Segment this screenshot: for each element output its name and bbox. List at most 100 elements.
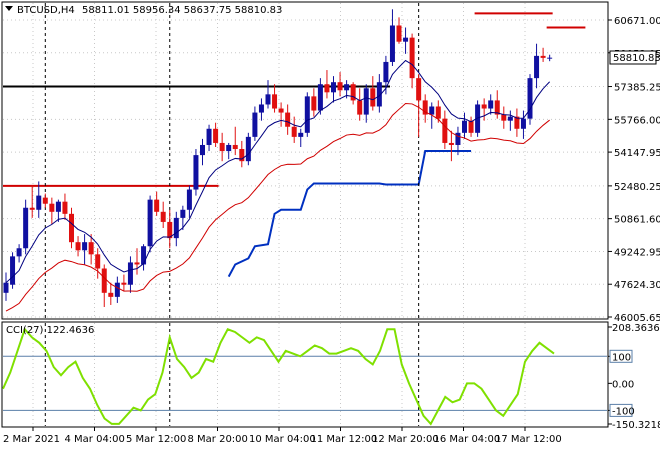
candle-body bbox=[101, 268, 107, 293]
candle-body bbox=[134, 262, 140, 265]
candle-body bbox=[3, 282, 9, 293]
candle-body bbox=[324, 84, 330, 93]
cci-tick-label: 208.3636 bbox=[612, 323, 660, 334]
symbol-dropdown-icon[interactable] bbox=[5, 6, 13, 11]
candle-body bbox=[141, 246, 147, 265]
time-tick-label: 2 Mar 2021 bbox=[3, 434, 60, 445]
candle-body bbox=[363, 88, 369, 115]
candle-body bbox=[16, 248, 22, 257]
candle-body bbox=[88, 242, 94, 255]
candlesticks bbox=[3, 9, 553, 307]
candle-body bbox=[298, 132, 304, 137]
cci-line bbox=[2, 327, 555, 426]
candle-body bbox=[180, 209, 186, 218]
candle-body bbox=[245, 136, 251, 162]
candle-body bbox=[448, 142, 454, 145]
candle-body bbox=[232, 144, 238, 150]
candle-body bbox=[409, 37, 415, 79]
candle-body bbox=[265, 94, 271, 105]
cci-tick-label: -100 bbox=[612, 406, 635, 417]
candle-body bbox=[167, 221, 173, 239]
candle-body bbox=[376, 82, 382, 107]
candle-body bbox=[82, 242, 88, 251]
candle-body bbox=[435, 106, 441, 119]
candle-body bbox=[455, 132, 461, 145]
candle-body bbox=[36, 195, 42, 210]
candle-body bbox=[272, 94, 278, 109]
candle-body bbox=[344, 84, 350, 91]
candle-body bbox=[206, 128, 212, 145]
cci-tick-label: 0.00 bbox=[612, 379, 634, 390]
candle-body bbox=[114, 282, 120, 297]
candle-body bbox=[160, 211, 166, 222]
candle-body bbox=[416, 78, 422, 101]
price-tick-label: 52480.25 bbox=[614, 182, 660, 193]
candle-body bbox=[462, 120, 467, 133]
candle-body bbox=[69, 213, 74, 243]
candle-body bbox=[396, 25, 402, 42]
candle-body bbox=[475, 104, 481, 133]
candle-body bbox=[357, 100, 363, 115]
candle-body bbox=[389, 25, 395, 62]
cci-axis: 208.3636 100 0.00 -100 -150.3218 bbox=[608, 323, 660, 431]
candle-body bbox=[252, 112, 258, 137]
time-tick-label: 8 Mar 20:00 bbox=[188, 434, 248, 445]
candle-body bbox=[370, 88, 376, 107]
candle-body bbox=[331, 82, 336, 93]
candle-body bbox=[147, 199, 153, 247]
moving-averages bbox=[5, 59, 551, 312]
candle-body bbox=[422, 100, 428, 115]
candle-body bbox=[311, 96, 317, 111]
symbol-label: BTCUSD,H4 bbox=[17, 5, 75, 16]
price-tick-label: 49242.95 bbox=[614, 247, 660, 258]
slow-ma-line bbox=[5, 103, 550, 312]
cci-tick-box bbox=[609, 403, 633, 417]
candle-body bbox=[514, 116, 520, 129]
candle-body bbox=[95, 254, 101, 269]
price-tick-label: 57385.25 bbox=[614, 83, 660, 94]
candle-body bbox=[291, 126, 297, 137]
time-tick-label: 17 Mar 12:00 bbox=[495, 434, 562, 445]
candle-body bbox=[501, 114, 507, 121]
price-tick-label: 60671.00 bbox=[614, 16, 660, 27]
time-tick-label: 5 Mar 12:00 bbox=[126, 434, 186, 445]
candle-body bbox=[383, 61, 389, 83]
price-tick-label: 47624.30 bbox=[614, 280, 660, 291]
time-tick-label: 12 Mar 20:00 bbox=[372, 434, 439, 445]
candle-body bbox=[278, 108, 284, 113]
ohlc-readout: 58811.01 58956.34 58637.75 58810.83 bbox=[82, 5, 282, 16]
cci-tick-label: -150.3218 bbox=[612, 420, 660, 431]
price-tick-label: 55766.00 bbox=[614, 115, 660, 126]
candle-body bbox=[494, 100, 500, 115]
level-lines bbox=[3, 3, 586, 426]
candle-body bbox=[49, 203, 55, 212]
candle-body bbox=[239, 149, 245, 162]
candle-body bbox=[62, 201, 68, 214]
candle-body bbox=[547, 57, 553, 59]
price-tag: 58810.83 bbox=[613, 53, 660, 64]
candle-body bbox=[127, 262, 133, 285]
candle-body bbox=[200, 144, 205, 156]
cci-pane-frame bbox=[1, 321, 609, 428]
time-axis: 2 Mar 2021 4 Mar 04:00 5 Mar 12:00 8 Mar 20… bbox=[3, 427, 562, 445]
candle-body bbox=[121, 282, 127, 285]
candle-body bbox=[520, 118, 526, 129]
candle-body bbox=[429, 106, 435, 115]
candle-body bbox=[226, 144, 232, 152]
candle-body bbox=[442, 118, 448, 143]
candle-body bbox=[10, 256, 16, 285]
candle-body bbox=[154, 199, 160, 212]
cci-tick-label: 100 bbox=[612, 352, 631, 363]
price-tick-label: 46005.65 bbox=[614, 313, 660, 324]
price-tick-label: 54147.95 bbox=[614, 148, 660, 159]
fast-ma-line bbox=[5, 59, 551, 284]
candle-body bbox=[42, 197, 48, 204]
cci-tick-box bbox=[609, 349, 633, 363]
price-tag-box bbox=[609, 50, 657, 65]
candle-body bbox=[285, 112, 291, 127]
price-tick-label: 50861.60 bbox=[614, 215, 660, 226]
time-tick-label: 11 Mar 12:00 bbox=[311, 434, 378, 445]
time-tick-label: 16 Mar 04:00 bbox=[434, 434, 501, 445]
candle-body bbox=[108, 292, 114, 297]
